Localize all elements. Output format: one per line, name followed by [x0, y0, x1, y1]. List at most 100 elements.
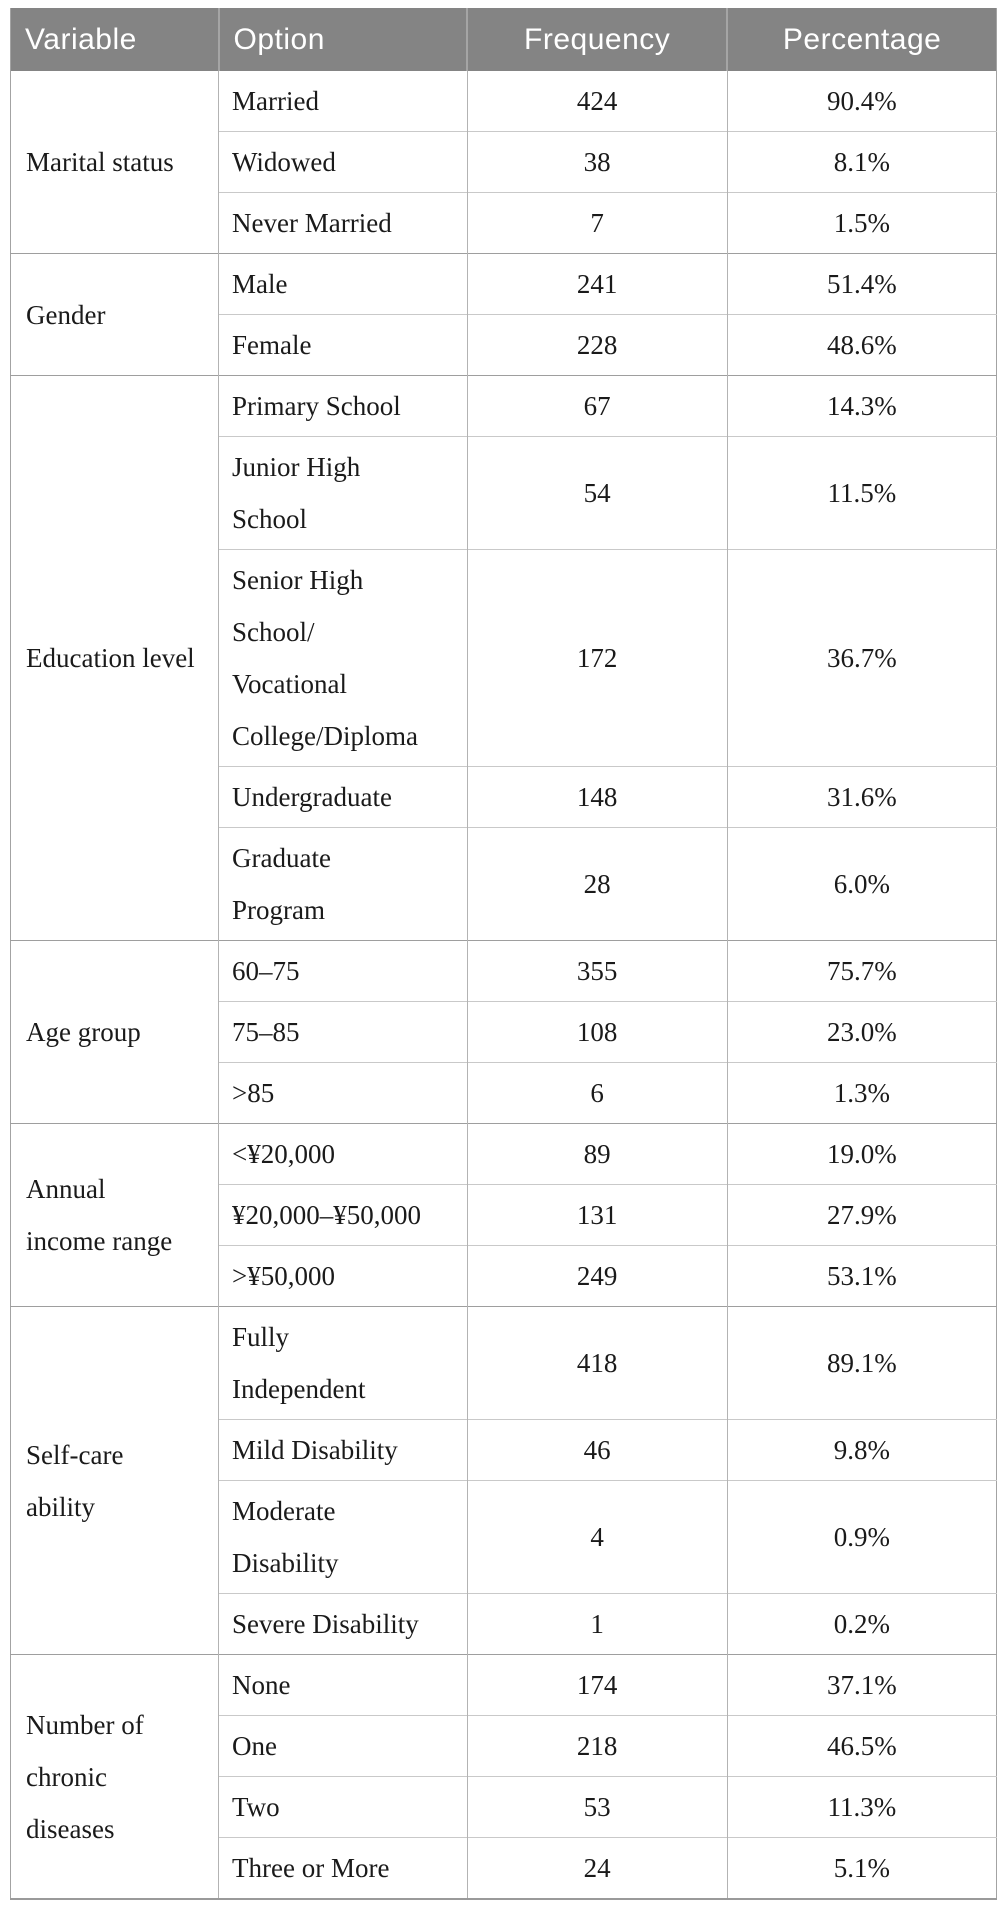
- percentage-cell: 90.4%: [726, 71, 997, 132]
- variable-cell: Marital status: [26, 147, 174, 177]
- option-cell: Senior High School/ Vocational College/D…: [218, 549, 467, 767]
- frequency-cell: 89: [466, 1123, 728, 1185]
- frequency-cell: 228: [466, 314, 728, 376]
- percentage-cell: 1.3%: [726, 1062, 997, 1124]
- table-row: Severe Disability 1 0.2%: [11, 1593, 997, 1655]
- frequency-cell: 108: [466, 1001, 728, 1063]
- frequency-cell: 424: [466, 71, 728, 132]
- percentage-cell: 27.9%: [726, 1184, 997, 1246]
- table-row: Two 53 11.3%: [11, 1776, 997, 1838]
- frequency-cell: 28: [466, 827, 728, 941]
- column-header-variable: Variable: [10, 8, 219, 71]
- frequency-cell: 131: [466, 1184, 728, 1246]
- table-row: >¥50,000 249 53.1%: [11, 1245, 997, 1307]
- table-row: Moderate Disability 4 0.9%: [11, 1480, 997, 1594]
- table-row: Never Married 7 1.5%: [11, 192, 997, 254]
- variable-cell: Number of chronic diseases: [10, 1654, 219, 1899]
- option-cell: Two: [218, 1776, 467, 1838]
- frequency-cell: 67: [466, 375, 728, 437]
- frequency-cell: 218: [466, 1715, 728, 1777]
- percentage-cell: 75.7%: [726, 940, 997, 1002]
- table-row: Gender Male 241 51.4%: [10, 253, 997, 376]
- frequency-cell: 46: [466, 1419, 728, 1481]
- table-row: Annual income range <¥20,000 89 19.0%: [10, 1123, 997, 1307]
- frequency-cell: 418: [466, 1306, 728, 1420]
- percentage-cell: 31.6%: [726, 766, 997, 828]
- option-cell: >85: [218, 1062, 467, 1124]
- frequency-cell: 1: [466, 1593, 728, 1655]
- table-header: Variable Option Frequency Percentage: [10, 8, 997, 71]
- option-cell: Widowed: [218, 131, 467, 193]
- variable-cell: Gender: [10, 253, 219, 376]
- variable-cell: Self-care ability: [10, 1306, 219, 1655]
- option-cell: Three or More: [218, 1837, 467, 1899]
- table-row: Three or More 24 5.1%: [11, 1837, 997, 1899]
- option-cell: Undergraduate: [218, 766, 467, 828]
- table-row: Undergraduate 148 31.6%: [11, 766, 997, 828]
- option-cell: None: [218, 1654, 467, 1716]
- option-cell: Junior High School: [218, 436, 467, 550]
- header-row: Variable Option Frequency Percentage: [10, 8, 997, 71]
- table-row: >85 6 1.3%: [11, 1062, 997, 1124]
- option-cell: <¥20,000: [218, 1123, 467, 1185]
- table-row: Self-care ability Fully Independent 418 89.…: [10, 1306, 997, 1655]
- percentage-cell: 36.7%: [726, 549, 997, 767]
- table-row: One 218 46.5%: [11, 1715, 997, 1777]
- option-cell: Fully Independent: [218, 1306, 467, 1420]
- percentage-cell: 14.3%: [726, 375, 997, 437]
- table-body: Marital status Married 424 90.4% Widowed 38 8.…: [10, 71, 997, 1899]
- option-cell: One: [218, 1715, 467, 1777]
- percentage-cell: 9.8%: [726, 1419, 997, 1481]
- column-header-frequency: Frequency: [465, 8, 728, 71]
- option-cell: Primary School: [218, 375, 467, 437]
- option-cell: Female: [218, 314, 467, 376]
- percentage-cell: 0.2%: [726, 1593, 997, 1655]
- percentage-cell: 23.0%: [726, 1001, 997, 1063]
- demographics-table: Variable Option Frequency Percentage Mar…: [10, 8, 997, 1900]
- frequency-cell: 38: [466, 131, 728, 193]
- option-cell: Graduate Program: [218, 827, 467, 941]
- percentage-cell: 37.1%: [726, 1654, 997, 1716]
- percentage-cell: 8.1%: [726, 131, 997, 193]
- percentage-cell: 11.5%: [726, 436, 997, 550]
- column-header-option: Option: [217, 8, 467, 71]
- frequency-cell: 172: [466, 549, 728, 767]
- percentage-cell: 51.4%: [726, 253, 997, 315]
- frequency-cell: 174: [466, 1654, 728, 1716]
- option-cell: Married: [218, 71, 467, 132]
- table-row: ¥20,000–¥50,000 131 27.9%: [11, 1184, 997, 1246]
- table-row: Female 228 48.6%: [11, 314, 997, 376]
- percentage-cell: 89.1%: [726, 1306, 997, 1420]
- variable-cell: Age group: [10, 940, 219, 1124]
- table-row: Age group 60–75 355 75.7%: [10, 940, 997, 1124]
- option-cell: >¥50,000: [218, 1245, 467, 1307]
- percentage-cell: 19.0%: [726, 1123, 997, 1185]
- percentage-cell: 53.1%: [726, 1245, 997, 1307]
- percentage-cell: 46.5%: [726, 1715, 997, 1777]
- percentage-cell: 1.5%: [726, 192, 997, 254]
- percentage-cell: 5.1%: [726, 1837, 997, 1899]
- variable-cell: Education level: [10, 375, 219, 941]
- column-header-percentage: Percentage: [726, 8, 997, 71]
- option-cell: 75–85: [218, 1001, 467, 1063]
- percentage-cell: 0.9%: [726, 1480, 997, 1594]
- frequency-cell: 7: [466, 192, 728, 254]
- option-cell: ¥20,000–¥50,000: [218, 1184, 467, 1246]
- frequency-cell: 355: [466, 940, 728, 1002]
- table-row: Graduate Program 28 6.0%: [11, 827, 997, 941]
- frequency-cell: 24: [466, 1837, 728, 1899]
- table-row: Education level Primary School 67 14.3%: [10, 375, 997, 941]
- table-row: Number of chronic diseases None 174 37.1%: [10, 1654, 997, 1899]
- frequency-cell: 6: [466, 1062, 728, 1124]
- percentage-cell: 11.3%: [726, 1776, 997, 1838]
- percentage-cell: 6.0%: [726, 827, 997, 941]
- table-row: Mild Disability 46 9.8%: [11, 1419, 997, 1481]
- table-row: Marital status Married 424 90.4%: [11, 71, 997, 177]
- table-row: Senior High School/ Vocational College/D…: [11, 549, 997, 767]
- frequency-cell: 54: [466, 436, 728, 550]
- option-cell: Moderate Disability: [218, 1480, 467, 1594]
- table-row: Widowed 38 8.1%: [11, 131, 997, 193]
- option-cell: Mild Disability: [218, 1419, 467, 1481]
- variable-cell: Annual income range: [10, 1123, 219, 1307]
